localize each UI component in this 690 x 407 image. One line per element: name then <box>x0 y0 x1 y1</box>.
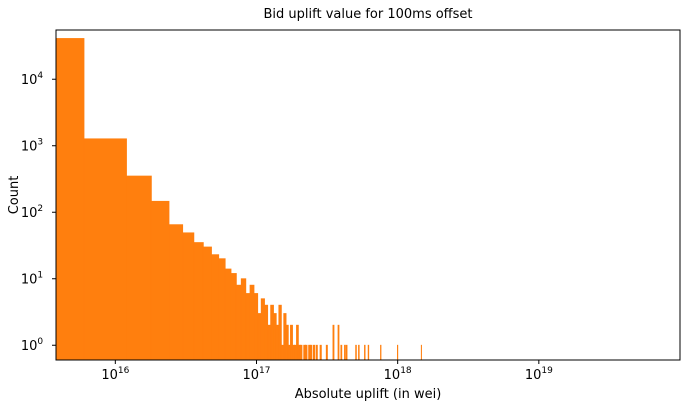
bar <box>309 344 313 360</box>
bar <box>240 278 247 360</box>
bar <box>193 242 204 360</box>
bar <box>345 344 348 360</box>
bar <box>168 224 184 360</box>
bars <box>56 38 422 360</box>
x-tick-label: 1016 <box>101 366 129 383</box>
y-tick-label: 102 <box>21 204 43 221</box>
bar <box>315 344 318 360</box>
bar <box>285 324 289 360</box>
bar <box>364 344 366 360</box>
bar <box>344 344 346 360</box>
bar <box>337 324 340 360</box>
y-tick-label: 104 <box>21 71 44 88</box>
bar <box>202 246 212 360</box>
bar <box>355 344 357 360</box>
bar <box>290 324 293 360</box>
bar <box>126 175 152 360</box>
bar <box>249 284 255 360</box>
bar <box>270 304 274 360</box>
bar <box>296 324 299 360</box>
chart-title: Bid uplift value for 100ms offset <box>263 7 472 22</box>
bar <box>264 304 269 360</box>
bar <box>56 38 85 360</box>
plot-frame <box>55 29 681 361</box>
bar <box>367 344 370 360</box>
bar <box>235 284 242 360</box>
bar <box>312 344 315 360</box>
x-tick-label: 1018 <box>384 366 412 383</box>
bar <box>319 344 322 360</box>
bar <box>230 273 237 360</box>
x-tick-label: 1017 <box>242 366 270 383</box>
bar <box>257 313 262 360</box>
bar <box>218 258 226 360</box>
y-tick-label: 100 <box>21 337 44 354</box>
bar <box>299 344 303 360</box>
x-axis-label: Absolute uplift (in wei) <box>295 387 442 402</box>
bar <box>150 200 170 360</box>
bar <box>83 138 127 360</box>
x-tick-label: 1019 <box>525 366 553 383</box>
bar <box>325 344 328 360</box>
bar <box>182 232 195 360</box>
bar <box>224 268 232 360</box>
bar <box>340 344 343 360</box>
bar <box>358 344 360 360</box>
y-tick-label: 101 <box>21 271 43 288</box>
bar <box>304 344 308 360</box>
bar <box>332 324 335 360</box>
bar <box>253 293 259 360</box>
y-axis-label: Count <box>7 176 22 215</box>
y-tick-label: 103 <box>21 138 43 155</box>
bar <box>211 254 220 360</box>
bar <box>260 298 265 360</box>
bar <box>273 313 277 360</box>
bar <box>245 293 251 360</box>
bar <box>267 324 272 360</box>
